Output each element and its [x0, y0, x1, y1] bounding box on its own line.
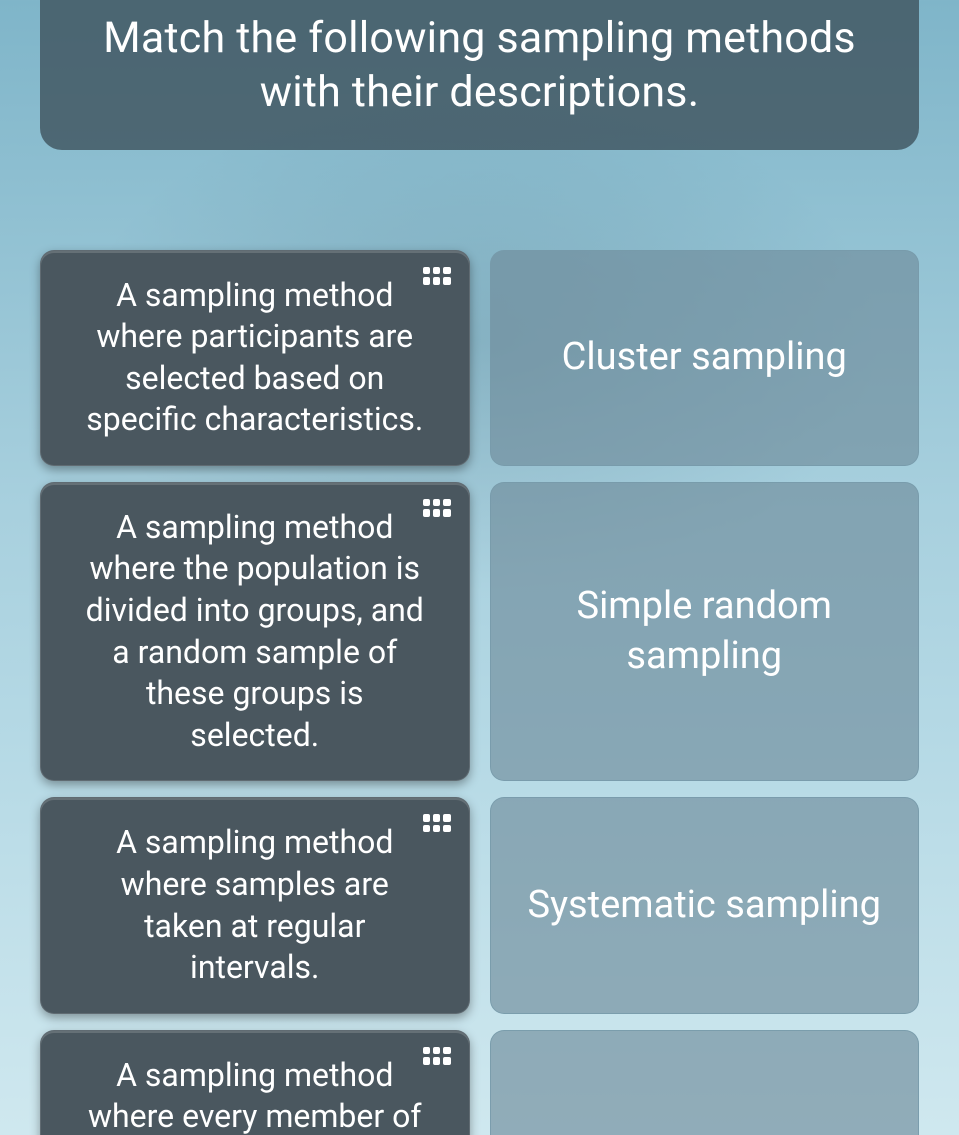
drag-handle-icon[interactable] — [423, 267, 451, 285]
description-card[interactable]: A sampling method where the population i… — [40, 482, 470, 782]
target-label: Cluster sampling — [562, 333, 847, 382]
drag-handle-icon[interactable] — [423, 499, 451, 517]
description-card[interactable]: A sampling method where participants are… — [40, 250, 470, 466]
target-card[interactable]: Simple random sampling — [490, 482, 920, 782]
target-card[interactable]: Cluster sampling — [490, 250, 920, 466]
target-card[interactable]: Stratified sampling — [490, 1030, 920, 1135]
description-card[interactable]: A sampling method where every member of … — [40, 1030, 470, 1135]
target-label: Simple random sampling — [519, 582, 891, 681]
match-grid: A sampling method where participants are… — [0, 250, 959, 1135]
drag-handle-icon[interactable] — [423, 1047, 451, 1065]
target-label: Systematic sampling — [528, 881, 881, 930]
question-prompt-banner: Match the following sampling methods wit… — [40, 0, 919, 150]
description-text: A sampling method where every member of … — [81, 1055, 429, 1135]
description-text: A sampling method where samples are take… — [81, 822, 429, 988]
description-text: A sampling method where the population i… — [81, 507, 429, 757]
drag-handle-icon[interactable] — [423, 814, 451, 832]
question-prompt-text: Match the following sampling methods wit… — [103, 13, 856, 117]
target-card[interactable]: Systematic sampling — [490, 797, 920, 1013]
description-text: A sampling method where participants are… — [81, 275, 429, 441]
description-card[interactable]: A sampling method where samples are take… — [40, 797, 470, 1013]
